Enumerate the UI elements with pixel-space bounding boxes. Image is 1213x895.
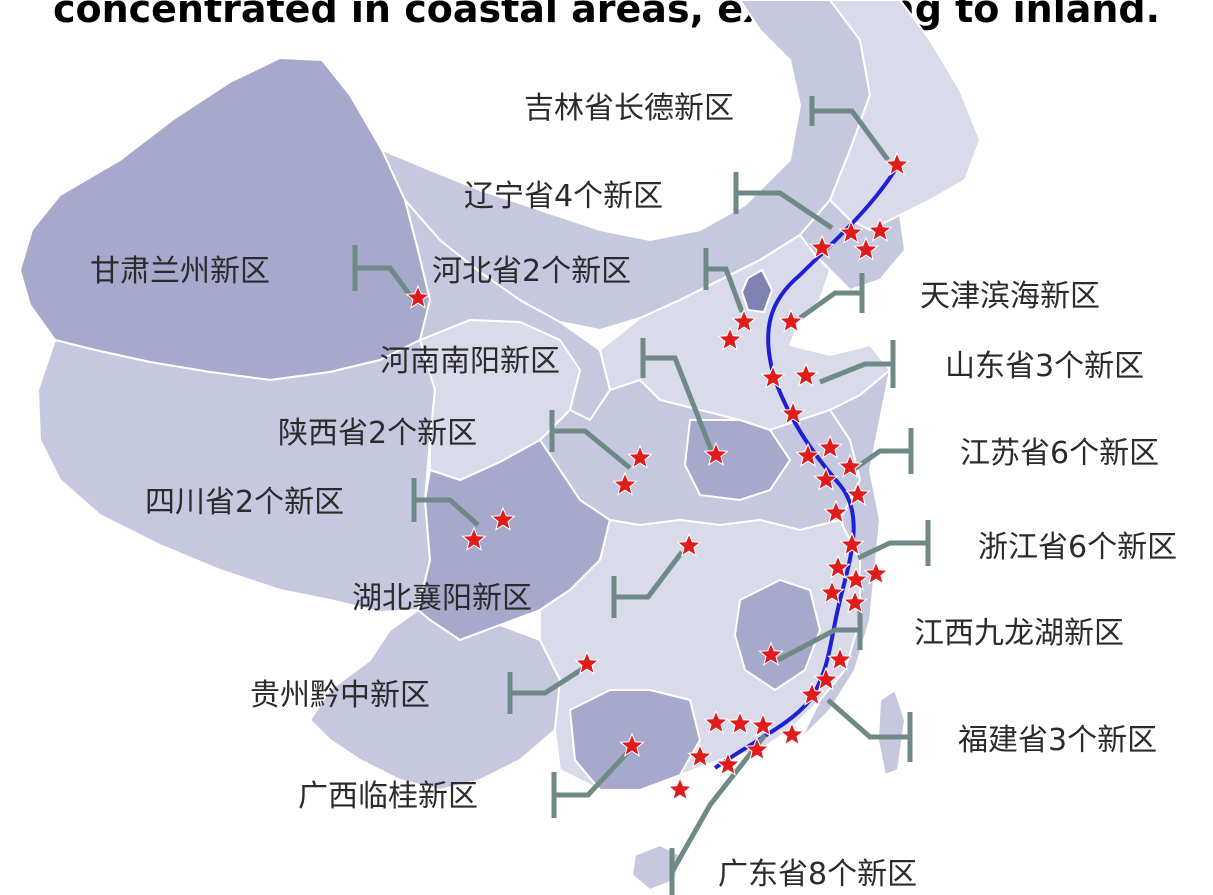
label-hubei: 湖北襄阳新区 [352,581,532,616]
label-guangdong: 广东省8个新区 [718,857,917,892]
leader-tianjin [798,273,865,321]
label-zhejiang: 浙江省6个新区 [978,530,1177,565]
label-gansu: 甘肃兰州新区 [90,254,270,289]
label-hebei: 河北省2个新区 [432,254,631,289]
region-henan [683,419,792,502]
region-labels: 吉林省长德新区 辽宁省4个新区 甘肃兰州新区 河北省2个新区 天津滨海新区 河南… [90,91,1177,892]
leader-hebei [703,248,745,313]
region-tibet [36,338,437,614]
star-icon [668,777,692,801]
leader-lines [352,96,931,895]
leader-hubei [611,550,684,618]
label-shaanxi: 陕西省2个新区 [278,416,477,451]
leader-guangxi [551,748,632,818]
map-regions [18,0,982,892]
leader-jiangxi [776,610,863,663]
label-tianjin: 天津滨海新区 [920,279,1100,314]
leader-gansu [352,245,415,300]
leader-fujian [826,698,913,762]
label-guangxi: 广西临桂新区 [298,779,478,814]
region-taiwan [876,688,907,777]
label-henan: 河南南阳新区 [380,344,560,379]
region-yunnan [308,608,562,792]
leader-shaanxi [549,410,632,470]
label-jiangxi: 江西九龙湖新区 [914,616,1124,651]
label-fujian: 福建省3个新区 [958,723,1157,758]
region-jiangxi [733,578,822,692]
label-liaoning: 辽宁省4个新区 [464,179,663,214]
leader-guangdong [669,733,767,895]
page-title: concentrated in coastal areas, expanding… [52,0,1161,31]
leader-jilin [809,96,891,162]
leader-guizhou [507,665,586,714]
leader-henan [640,338,715,453]
label-jiangsu: 江苏省6个新区 [960,436,1159,471]
leader-sichuan [411,478,480,527]
region-beijing [740,268,774,314]
label-guizhou: 贵州黔中新区 [250,678,430,713]
leader-zhejiang [856,520,931,566]
label-sichuan: 四川省2个新区 [145,485,344,520]
label-shandong: 山东省3个新区 [945,349,1144,384]
leader-liaoning [733,172,834,231]
region-hainan [630,843,682,892]
leader-shandong [819,340,896,388]
label-jilin: 吉林省长德新区 [524,91,734,126]
region-xinjiang [18,56,432,382]
